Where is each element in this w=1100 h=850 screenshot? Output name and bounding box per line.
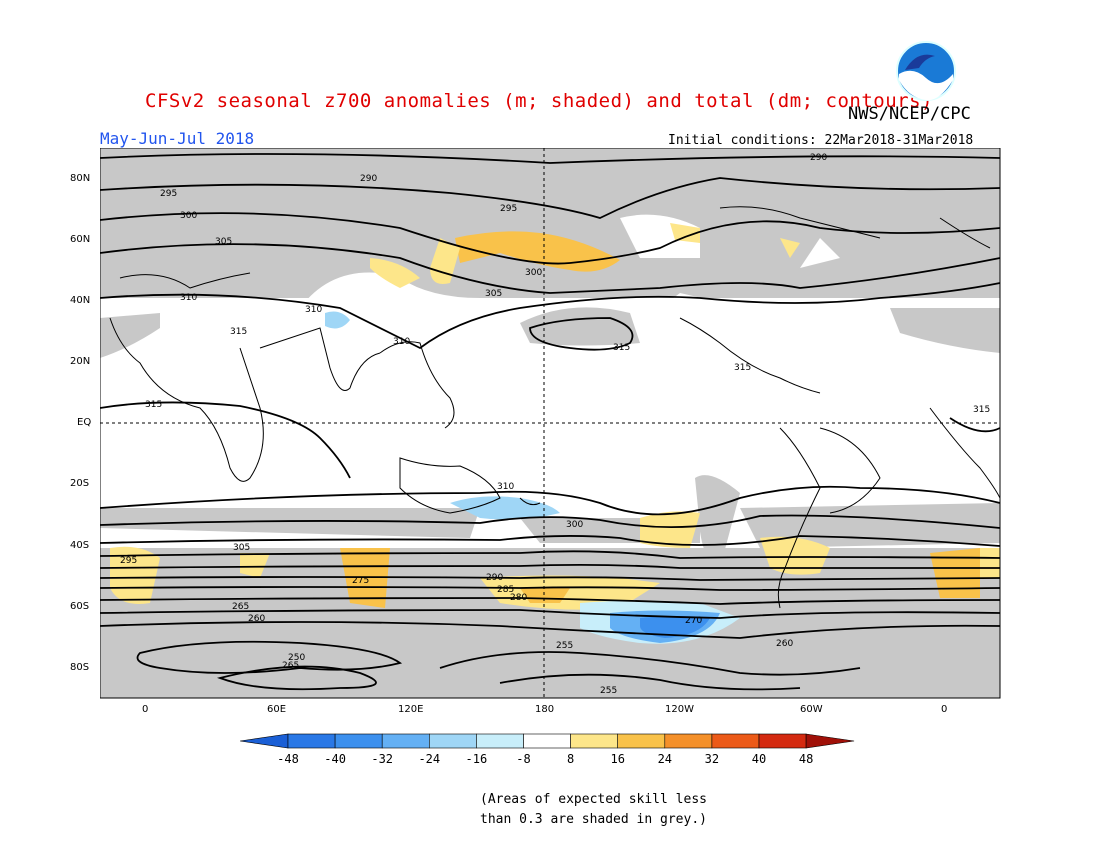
contour-label: 315 (613, 343, 630, 353)
lat-label-80s: 80S (70, 662, 90, 673)
z700-anomaly-map: 290 290 295 295 300 300 305 305 310 310 … (100, 148, 1001, 699)
colorbar-box (334, 733, 383, 749)
colorbar-box (523, 733, 571, 749)
colorbar-label: 40 (752, 752, 766, 766)
contour-label: 305 (233, 543, 250, 553)
lon-label: 120W (665, 704, 694, 715)
lat-label-eq: EQ (77, 417, 92, 428)
colorbar-label: -24 (418, 752, 440, 766)
colorbar-label: 16 (610, 752, 624, 766)
contour-label: 290 (360, 174, 377, 184)
colorbar-label: -32 (371, 752, 393, 766)
skill-mask (100, 313, 160, 358)
plot-border (100, 148, 1001, 699)
lon-label: 60E (267, 704, 287, 715)
contour-label: 310 (393, 337, 410, 347)
contour-label: 260 (248, 614, 265, 624)
colorbar-box (429, 733, 477, 749)
skill-note-line1: (Areas of expected skill less (480, 792, 707, 807)
contour-label: 260 (776, 639, 793, 649)
contour-labels: 290 290 295 295 300 300 305 305 310 310 … (120, 153, 990, 696)
contour-label: 250 (288, 653, 305, 663)
contour-label: 295 (500, 204, 517, 214)
contour-label: 265 (232, 602, 249, 612)
map-title: CFSv2 seasonal z700 anomalies (m; shaded… (145, 90, 933, 112)
skill-region (800, 238, 840, 268)
contour-label: 290 (810, 153, 827, 163)
contour-label: 310 (180, 293, 197, 303)
anomaly-shading (110, 223, 1000, 644)
contour-label: 275 (352, 576, 369, 586)
colorbar-box (287, 733, 336, 749)
colorbar-max-arrow (805, 733, 855, 749)
contour-label: 300 (180, 211, 197, 221)
contour-label: 295 (120, 556, 137, 566)
forecast-period: May-Jun-Jul 2018 (100, 129, 255, 148)
colorbar-label: -48 (277, 752, 299, 766)
contour-label: 285 (497, 585, 514, 595)
height-contours (100, 153, 1001, 691)
colorbar-box (758, 733, 807, 749)
colorbar-boxes (240, 733, 855, 749)
contour-label: 310 (497, 482, 514, 492)
contour-label: 300 (525, 268, 542, 278)
contour-label: 295 (160, 189, 177, 199)
lon-label: 60W (800, 704, 823, 715)
colorbar-label: -8 (516, 752, 530, 766)
lat-label-40n: 40N (70, 295, 91, 306)
coastlines (109, 206, 1001, 609)
skill-mask (890, 308, 1000, 353)
colorbar-label: 24 (658, 752, 672, 766)
colorbar-box (381, 733, 430, 749)
plot-area: 290 290 295 295 300 300 305 305 310 310 … (100, 148, 1001, 699)
initial-conditions: Initial conditions: 22Mar2018-31Mar2018 (668, 133, 974, 148)
noaa-logo (896, 41, 956, 101)
lon-label: 0 (941, 704, 948, 715)
colorbar-box (570, 733, 619, 749)
colorbar-box (617, 733, 666, 749)
contour-label: 310 (305, 305, 322, 315)
contour-label: 305 (485, 289, 502, 299)
contour-label: 315 (973, 405, 990, 415)
colorbar-label: 32 (705, 752, 719, 766)
colorbar-label: -16 (466, 752, 488, 766)
lat-label-20s: 20S (70, 478, 90, 489)
colorbar-box (476, 733, 524, 749)
skill-mask (520, 307, 640, 346)
skill-mask (100, 508, 480, 538)
colorbar-label: 48 (799, 752, 813, 766)
colorbar-labels: -48 -40 -32 -24 -16 -8 8 16 24 32 40 48 (277, 752, 813, 766)
agency-label: NWS/NCEP/CPC (848, 104, 971, 124)
contour-label: 290 (486, 573, 503, 583)
contour-label: 270 (685, 616, 702, 626)
colorbar-label: 8 (567, 752, 574, 766)
colorbar-label: -40 (324, 752, 346, 766)
skill-note-line2: than 0.3 are shaded in grey.) (480, 812, 707, 827)
lat-label-40s: 40S (70, 540, 90, 551)
lon-label: 0 (142, 704, 149, 715)
lat-label-20n: 20N (70, 356, 91, 367)
lat-label-60s: 60S (70, 601, 90, 612)
contour-label: 315 (734, 363, 751, 373)
contour-label: 280 (510, 593, 527, 603)
colorbar: -48 -40 -32 -24 -16 -8 8 16 24 32 40 48 (240, 733, 855, 766)
contour-label: 255 (600, 686, 617, 696)
colorbar-box (711, 733, 760, 749)
contour-label: 305 (215, 237, 232, 247)
contour-label: 300 (566, 520, 583, 530)
colorbar-min-arrow (240, 733, 289, 749)
contour-label: 315 (230, 327, 247, 337)
lon-label: 120E (398, 704, 424, 715)
colorbar-box (664, 733, 713, 749)
contour-label: 255 (556, 641, 573, 651)
contour-label: 265 (282, 661, 299, 671)
lon-label: 180 (535, 704, 555, 715)
lat-label-60n: 60N (70, 234, 91, 245)
contour-label: 315 (145, 400, 162, 410)
lat-label-80n: 80N (70, 173, 91, 184)
